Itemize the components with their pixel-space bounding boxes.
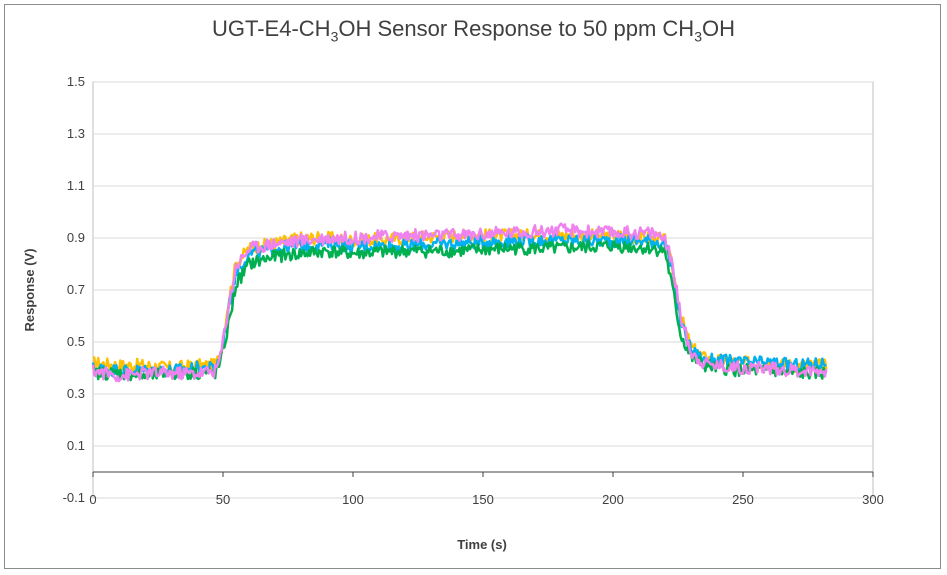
chart-frame: [4, 4, 941, 569]
x-tick-label: 50: [216, 492, 230, 507]
y-tick-label: 0.1: [67, 438, 85, 453]
y-tick-label: 1.3: [67, 126, 85, 141]
y-axis-title: Response (V): [22, 248, 37, 331]
y-tick-label: 1.1: [67, 178, 85, 193]
x-tick-label: 150: [472, 492, 494, 507]
y-tick-label: 0.3: [67, 386, 85, 401]
x-tick-label: 300: [862, 492, 884, 507]
x-tick-label: 250: [732, 492, 754, 507]
x-tick-label: 100: [342, 492, 364, 507]
gridlines: [93, 81, 873, 499]
chart-title: UGT-E4-CH3OH Sensor Response to 50 ppm C…: [212, 16, 735, 45]
axes: [92, 471, 874, 477]
y-tick-label: 1.5: [67, 74, 85, 89]
series-line-4: [91, 222, 828, 383]
y-tick-label: -0.1: [63, 490, 85, 505]
y-tick-label: 0.9: [67, 230, 85, 245]
series-line-3: [91, 239, 828, 382]
x-axis-title: Time (s): [457, 537, 507, 552]
y-tick-label: 0.5: [67, 334, 85, 349]
tick-labels: -0.1 0.1 0.3 0.5 0.7 0.9 1.1 1.3 1.5 0 50 100 150 200…: [63, 74, 884, 507]
data-series: [91, 222, 828, 383]
y-tick-label: 0.7: [67, 282, 85, 297]
x-tick-label: 0: [89, 492, 96, 507]
x-tick-label: 200: [602, 492, 624, 507]
